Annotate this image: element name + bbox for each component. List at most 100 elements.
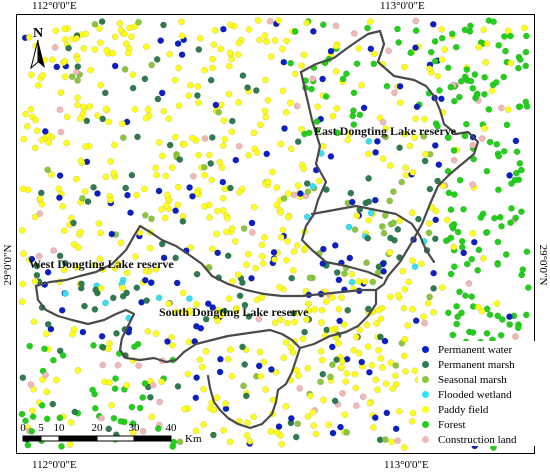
sample-point — [152, 265, 160, 273]
sample-point — [365, 150, 372, 158]
sample-point — [331, 397, 339, 405]
sample-point — [245, 26, 253, 33]
sample-point — [486, 311, 494, 319]
sample-point — [344, 136, 352, 144]
sample-point — [87, 66, 94, 74]
sample-point — [312, 430, 320, 438]
sample-point — [284, 190, 292, 197]
coord-top-right: 113°0'0"E — [380, 0, 425, 12]
sample-point — [97, 81, 104, 89]
sample-point — [495, 41, 503, 49]
sample-point — [404, 322, 412, 329]
sample-point — [305, 307, 312, 315]
sample-point — [284, 319, 291, 327]
sample-point — [327, 373, 334, 381]
sample-point — [241, 361, 248, 368]
sample-point — [262, 113, 270, 121]
sample-point — [392, 380, 400, 388]
sample-point — [465, 280, 473, 287]
sample-point — [492, 79, 500, 86]
sample-point — [456, 288, 463, 296]
sample-point — [262, 76, 269, 84]
sample-point — [27, 381, 35, 388]
sample-point — [123, 269, 131, 277]
sample-point — [507, 59, 515, 67]
sample-point — [120, 134, 127, 141]
sample-point — [79, 194, 86, 202]
sample-point — [152, 330, 160, 337]
sample-point — [171, 133, 179, 141]
sample-point — [392, 425, 400, 433]
map-frame[interactable] — [16, 14, 535, 454]
sample-point — [426, 293, 433, 301]
sample-point — [421, 157, 429, 165]
sample-point — [218, 164, 226, 171]
sample-point — [29, 413, 37, 421]
sample-point — [344, 306, 352, 314]
sample-point — [207, 76, 215, 84]
sample-point — [439, 182, 447, 190]
sample-point — [280, 58, 288, 66]
sample-point — [436, 87, 443, 94]
sample-point — [77, 228, 84, 236]
sample-point — [208, 176, 215, 184]
sample-point — [163, 201, 170, 209]
sample-point — [498, 104, 505, 112]
sample-point — [296, 385, 304, 392]
sample-point — [119, 284, 126, 292]
sample-point — [36, 210, 44, 217]
sample-point — [176, 156, 184, 163]
sample-point — [200, 421, 207, 428]
sample-point — [128, 33, 135, 41]
sample-point — [60, 266, 68, 274]
sample-point — [263, 150, 270, 158]
sample-point — [375, 306, 383, 314]
sample-point — [37, 189, 45, 197]
sample-point — [521, 24, 528, 32]
sample-point — [153, 56, 161, 63]
legend-label: Paddy field — [438, 403, 489, 416]
sample-point — [164, 338, 171, 345]
north-letter: N — [33, 26, 43, 41]
sample-point — [310, 28, 317, 35]
sample-point — [361, 278, 369, 285]
sample-point — [181, 405, 188, 413]
sample-point — [143, 115, 150, 122]
sample-point — [328, 343, 336, 351]
sample-point — [71, 408, 79, 416]
sample-point — [106, 339, 113, 347]
sample-point — [269, 168, 276, 176]
sample-point — [390, 219, 397, 227]
coord-left-lat: 29°0'0"N — [2, 244, 14, 286]
sample-point — [380, 229, 388, 237]
sample-point — [76, 115, 84, 122]
sample-point — [300, 51, 308, 59]
sample-point — [358, 81, 365, 89]
sample-point — [98, 18, 106, 25]
sample-point — [61, 25, 68, 33]
sample-point — [516, 56, 524, 63]
sample-point — [30, 385, 37, 393]
sample-point — [401, 130, 408, 138]
sample-point — [522, 311, 530, 319]
sample-point — [409, 409, 417, 417]
sample-point — [202, 347, 210, 355]
sample-point — [442, 237, 450, 245]
sample-point — [271, 256, 279, 263]
sample-point — [322, 93, 330, 100]
sample-point — [469, 85, 477, 92]
sample-point — [267, 53, 275, 60]
sample-point — [165, 300, 173, 308]
sample-point — [452, 43, 460, 51]
sample-point — [160, 108, 168, 115]
sample-point — [166, 50, 173, 58]
sample-point — [221, 136, 229, 143]
sample-point — [417, 260, 425, 267]
sample-point — [430, 285, 437, 292]
sample-point — [234, 271, 242, 279]
sample-point — [493, 300, 501, 307]
sample-point — [318, 319, 325, 326]
sample-point — [179, 289, 187, 297]
sample-point — [56, 106, 64, 113]
sample-point — [216, 158, 223, 166]
